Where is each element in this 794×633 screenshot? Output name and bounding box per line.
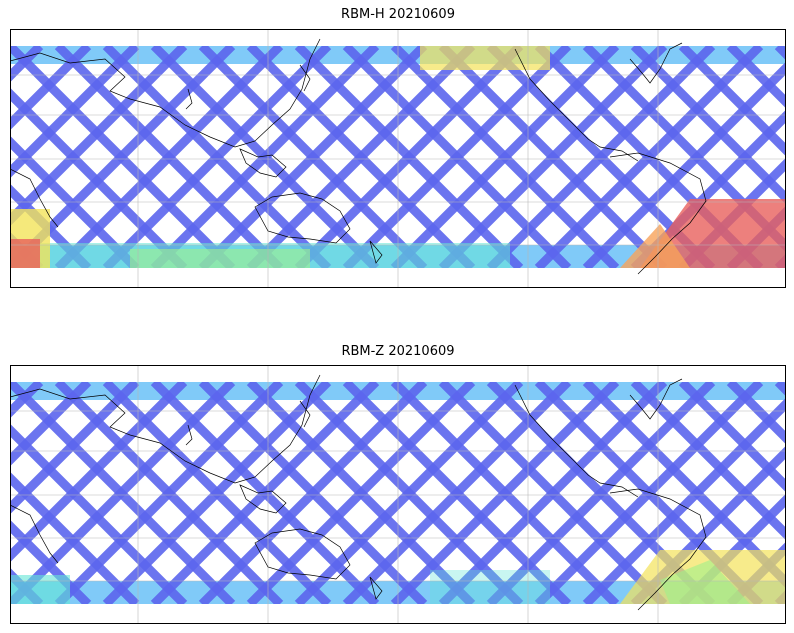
panel-title-top: RBM-H 20210609 xyxy=(341,7,455,22)
gridlines xyxy=(10,29,786,288)
coastlines xyxy=(10,374,707,611)
swath-tracks xyxy=(10,382,786,604)
heat-overlay xyxy=(10,550,786,604)
map-frame xyxy=(10,365,786,624)
map-panel-top xyxy=(10,29,786,288)
map-frame xyxy=(10,29,786,288)
gridlines xyxy=(10,365,786,624)
panel-title-bottom: RBM-Z 20210609 xyxy=(341,344,455,359)
coastlines xyxy=(10,38,707,275)
heat-overlay xyxy=(10,46,786,268)
map-panel-bottom xyxy=(10,365,786,624)
